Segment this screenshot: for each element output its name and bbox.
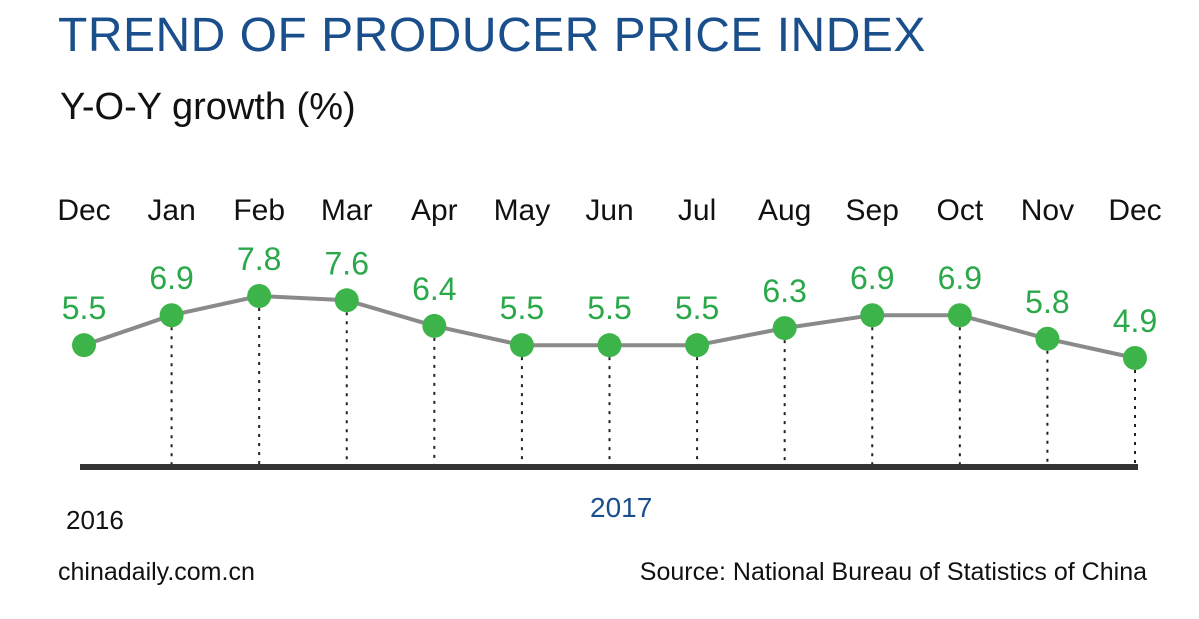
value-labels: 5.5 6.9 7.8 7.6 6.4 5.5 5.5 5.5 6.3 6.9 6.9 5.8 4.9 [62,241,1157,339]
chart-subtitle: Y-O-Y growth (%) [60,86,356,128]
month-label: Mar [321,194,373,227]
data-point [334,288,359,313]
value-label: 5.5 [675,290,719,326]
value-label: 7.8 [237,241,281,277]
chart-title: TREND OF PRODUCER PRICE INDEX [58,9,926,62]
value-label: 4.9 [1113,303,1157,339]
year-label-2017: 2017 [590,492,653,523]
data-point [1035,326,1060,351]
month-label: Dec [57,194,110,227]
data-point [597,333,622,358]
month-labels: Dec Jan Feb Mar Apr May Jun Jul Aug Sep Oct Nov Dec [57,194,1161,227]
data-point [772,316,797,341]
month-label: May [494,194,551,227]
year-label-2016: 2016 [66,505,124,535]
data-point [72,333,96,358]
data-point [247,284,272,308]
data-point [422,313,447,338]
data-point [860,303,885,328]
value-label: 6.9 [149,260,193,296]
data-point [509,333,534,358]
value-label: 6.9 [850,260,894,296]
data-point [1123,346,1147,370]
value-label: 5.5 [587,290,631,326]
value-label: 7.6 [325,245,369,281]
month-label: Dec [1108,194,1161,227]
month-label: Oct [936,194,983,227]
data-point [947,303,972,328]
value-label: 5.8 [1025,284,1069,320]
value-label: 5.5 [62,290,106,326]
month-label: Sep [846,194,899,227]
month-label: Jun [585,194,633,227]
month-label: Jul [678,194,716,227]
guide-lines [170,308,1136,467]
month-label: Apr [411,194,458,227]
data-point [685,333,710,358]
data-point [159,303,184,328]
month-label: Aug [758,194,811,227]
data-points [72,284,1147,370]
source-note: Source: National Bureau of Statistics of… [639,558,1147,586]
value-label: 6.4 [412,271,456,307]
month-label: Nov [1021,194,1074,227]
value-label: 6.9 [938,260,982,296]
value-label: 5.5 [500,290,544,326]
website-credit: chinadaily.com.cn [58,558,255,586]
value-label: 6.3 [762,273,806,309]
month-label: Jan [147,194,195,227]
month-label: Feb [233,194,285,227]
